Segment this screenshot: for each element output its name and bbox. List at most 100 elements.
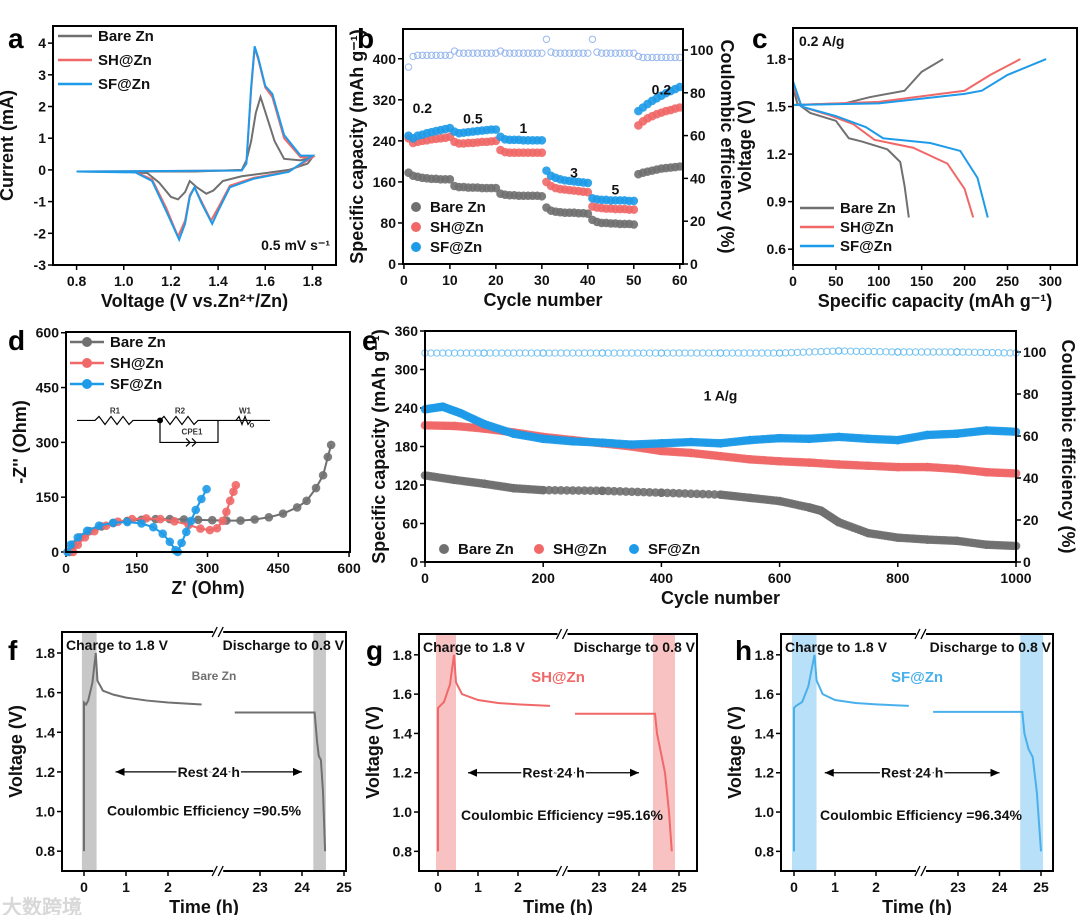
y-tick-label: 1.4 [393, 725, 413, 741]
charge-curve [792, 58, 1021, 106]
ce-point [538, 49, 546, 57]
y-tick-label: 0.8 [755, 843, 775, 859]
y-right-tick-label: 20 [690, 213, 706, 229]
y-tick-label: 60 [402, 516, 418, 532]
nyquist-point [158, 529, 168, 539]
y-tick-label: 1.0 [393, 804, 413, 820]
x-tick-label: 0.8 [67, 273, 87, 289]
ce-point [653, 53, 661, 62]
nyquist-point [212, 523, 222, 533]
nyquist-point [205, 525, 215, 535]
annotation: 0.2 [652, 81, 672, 97]
x-tick-label: 1.8 [303, 273, 323, 289]
y-tick-label: 1.6 [393, 686, 413, 702]
x-tick-label: 1 [122, 879, 130, 895]
axis-break-mark [914, 865, 927, 877]
rest-label: Rest 24 h [178, 764, 240, 780]
ce-point [648, 53, 656, 62]
y-tick-label: 80 [380, 215, 396, 231]
capacity-point [629, 220, 639, 229]
x-tick-label: 1 [474, 879, 482, 895]
ce-point [528, 49, 537, 57]
legend-label: SF@Zn [98, 76, 150, 93]
y-tick-label: 1.8 [393, 647, 413, 663]
x-tick-label: 0 [80, 879, 88, 895]
coulombic-efficiency-label: Coulombic Efficiency =96.34% [820, 807, 1022, 823]
y-axis-label: Voltage (V) [735, 100, 755, 193]
ce-point [533, 49, 541, 57]
ce-point [616, 49, 624, 57]
x-tick-label: 600 [337, 560, 361, 576]
plot-frame [61, 631, 347, 872]
y-tick-label: 240 [373, 133, 397, 149]
panel-letter: b [357, 23, 374, 54]
circuit-label: W1 [239, 406, 252, 415]
charge-rest-curve [793, 654, 909, 852]
capacity-point [629, 205, 639, 214]
legend-marker [439, 544, 449, 554]
x-tick-label: 24 [294, 879, 310, 895]
nyquist-point [318, 470, 328, 480]
y-axis-label: Voltage (V) [363, 706, 383, 799]
capacity-point [537, 148, 547, 157]
axis-break-gap [915, 628, 926, 640]
legend-label: SF@Zn [430, 239, 482, 256]
x-axis-label: Time (h) [882, 897, 952, 915]
y-tick-label: 1 [38, 130, 46, 146]
plot-area [83, 652, 327, 852]
ce-point [496, 47, 505, 55]
x-tick-label: 23 [591, 879, 607, 895]
x-tick-label: 2 [164, 879, 172, 895]
axis-break-gap [557, 628, 568, 640]
y-tick-label: 240 [395, 400, 419, 416]
ce-point [432, 51, 440, 60]
x-tick-label: 300 [1039, 273, 1063, 289]
y-tick-label: 1.8 [755, 647, 775, 663]
warburg-element [235, 414, 252, 427]
capacity-point [445, 175, 455, 184]
ce-point [437, 51, 445, 60]
ce-point [657, 53, 666, 62]
x-axis-label: Specific capacity (mAh g⁻¹) [818, 291, 1053, 311]
series-line-sfzn [76, 45, 316, 243]
y-tick-label: 1.6 [755, 686, 775, 702]
nyquist-point [66, 540, 76, 549]
y-tick-label: 4 [38, 35, 46, 51]
nyquist-point [250, 515, 260, 524]
y-right-tick-label: 0 [690, 256, 698, 272]
x-tick-label: 600 [768, 570, 792, 586]
nyquist-point [236, 516, 245, 525]
y-tick-label: 400 [373, 51, 397, 67]
plot-area [792, 58, 1047, 218]
legend-label: SF@Zn [648, 541, 700, 558]
nyquist-point [137, 519, 146, 528]
nyquist-point [181, 527, 191, 537]
x-axis-label: Cycle number [483, 290, 602, 310]
x-tick-label: 30 [534, 272, 550, 288]
ce-point [464, 49, 472, 57]
charge-curve [792, 58, 1047, 106]
series-line-barezn [76, 93, 315, 201]
x-tick-label: 450 [267, 560, 291, 576]
legend-label: Bare Zn [430, 199, 486, 216]
plot-frame [52, 25, 337, 266]
nyquist-point [231, 480, 241, 490]
capacity-point [491, 183, 501, 193]
ce-point [588, 35, 597, 43]
ce-point [492, 49, 500, 57]
axis-break-mark [211, 626, 224, 638]
x-tick-label: 150 [125, 560, 149, 576]
nyquist-point [148, 522, 158, 532]
ce-point [515, 49, 523, 57]
ce-point [404, 63, 413, 71]
nyquist-point [326, 440, 336, 450]
plot-area [793, 654, 1042, 852]
nyquist-point [264, 512, 274, 522]
coulombic-efficiency-label: Coulombic Efficiency =90.5% [107, 803, 302, 819]
capacity-point [583, 178, 593, 188]
annotation: 0.2 A/g [799, 33, 844, 49]
x-tick-label: 23 [252, 879, 268, 895]
ce-point [570, 49, 578, 57]
x-tick-label: 0 [400, 272, 408, 288]
